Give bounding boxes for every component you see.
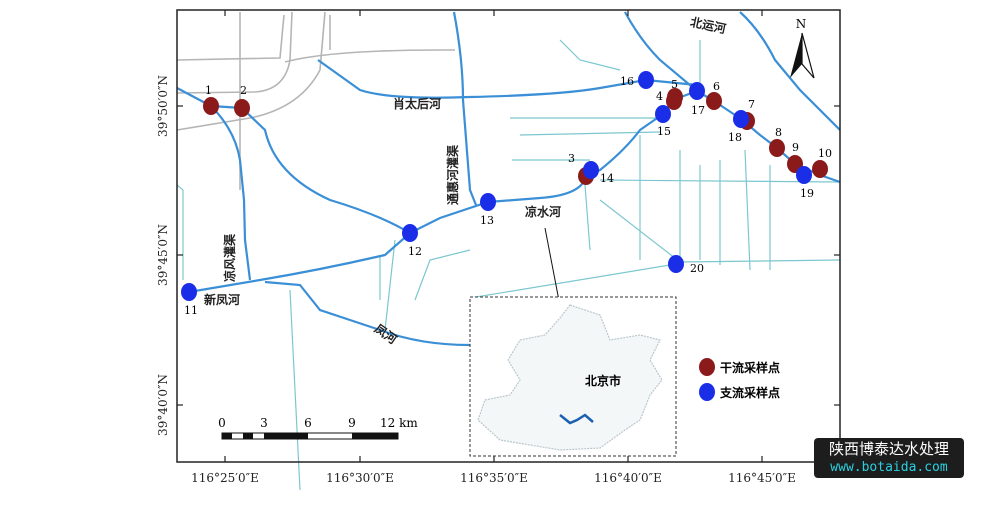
roads <box>176 11 455 190</box>
sample-point-label: 10 <box>818 147 832 160</box>
lon-labels: 116°25′0″E 116°30′0″E 116°35′0″E 116°40′… <box>191 471 796 485</box>
label-tonghui: 通惠河灌渠 <box>445 145 460 205</box>
sample-point-5 <box>667 88 683 106</box>
sample-point-18 <box>733 110 749 128</box>
lon-tick-label: 116°35′0″E <box>460 471 528 485</box>
legend: 干流采样点 支流采样点 <box>699 358 780 401</box>
scale-label: 6 <box>304 416 312 430</box>
lat-tick-label: 39°45′0″N <box>156 224 170 286</box>
sample-point-label: 15 <box>657 125 671 138</box>
sample-point-label: 6 <box>713 80 720 93</box>
sample-point-label: 2 <box>240 84 247 97</box>
sample-point-label: 8 <box>775 126 782 139</box>
rivers <box>176 11 841 347</box>
sample-point-label: 17 <box>691 104 705 117</box>
sample-point-label: 9 <box>792 141 799 154</box>
sample-point-8 <box>769 139 785 157</box>
inset-map: 北京市 <box>469 227 677 457</box>
sample-point-label: 19 <box>800 187 814 200</box>
sample-point-label: 1 <box>205 84 212 97</box>
label-liangfeng: 凉风灌渠 <box>222 234 237 282</box>
river-labels: 北运河 肖太后河 通惠河灌渠 凉水河 凉风灌渠 新凤河 凤河 <box>204 14 727 347</box>
lat-tick-label: 39°50′0″N <box>156 75 170 137</box>
canals <box>176 39 841 491</box>
sample-point-19 <box>796 166 812 184</box>
sample-point-label: 18 <box>728 131 742 144</box>
label-xiaotaihou: 肖太后河 <box>393 96 441 111</box>
label-xinfeng: 新凤河 <box>204 292 240 307</box>
lon-tick-label: 116°40′0″E <box>594 471 662 485</box>
sample-point-15 <box>655 105 671 123</box>
legend-tributary: 支流采样点 <box>719 385 780 400</box>
sample-point-13 <box>480 193 496 211</box>
legend-main: 干流采样点 <box>720 360 780 375</box>
sample-point-10 <box>812 160 828 178</box>
lat-labels: 39°50′0″N 39°45′0″N 39°40′0″N <box>156 75 170 436</box>
sample-point-2 <box>234 99 250 117</box>
scale-label: 9 <box>348 416 356 430</box>
sample-point-16 <box>638 71 654 89</box>
watermark-url: www.botaida.com <box>830 460 948 475</box>
axis-ticks <box>177 10 840 462</box>
label-feng: 凤河 <box>372 321 400 347</box>
sample-point-17 <box>689 82 705 100</box>
watermark-title: 陕西博泰达水处理 <box>828 440 949 458</box>
sample-point-label: 5 <box>671 78 678 91</box>
sample-point-label: 3 <box>568 152 575 165</box>
scale-label: 0 <box>218 416 226 430</box>
watermark: 陕西博泰达水处理 www.botaida.com <box>814 438 964 478</box>
lat-tick-label: 39°40′0″N <box>156 374 170 436</box>
map-frame <box>176 9 841 463</box>
lon-tick-label: 116°30′0″E <box>326 471 394 485</box>
sample-point-6 <box>706 92 722 110</box>
lon-tick-label: 116°25′0″E <box>191 471 259 485</box>
sample-point-label: 4 <box>656 90 663 103</box>
sample-point-label: 11 <box>184 304 198 317</box>
beijing-outline <box>477 304 663 451</box>
sample-point-label: 20 <box>690 262 704 275</box>
scale-bar: 0 3 6 9 12 km <box>218 416 418 440</box>
scale-label: 3 <box>260 416 268 430</box>
sample-point-label: 12 <box>408 245 422 258</box>
label-liangshui: 凉水河 <box>525 204 561 219</box>
label-beiyun: 北运河 <box>689 14 727 36</box>
sample-point-label: 13 <box>480 214 494 227</box>
sample-point-12 <box>402 224 418 242</box>
sample-point-label: 7 <box>748 98 755 111</box>
scale-label: 12 km <box>380 416 418 430</box>
sample-point-1 <box>203 97 219 115</box>
sample-point-label: 16 <box>620 75 634 88</box>
sample-point-14 <box>583 161 599 179</box>
inset-label: 北京市 <box>585 373 621 388</box>
north-label: N <box>796 17 807 31</box>
sample-point-11 <box>181 283 197 301</box>
north-arrow-icon: N <box>790 17 815 79</box>
lon-tick-label: 116°45′0″E <box>728 471 796 485</box>
sample-point-20 <box>668 255 684 273</box>
sample-point-label: 14 <box>600 172 614 185</box>
